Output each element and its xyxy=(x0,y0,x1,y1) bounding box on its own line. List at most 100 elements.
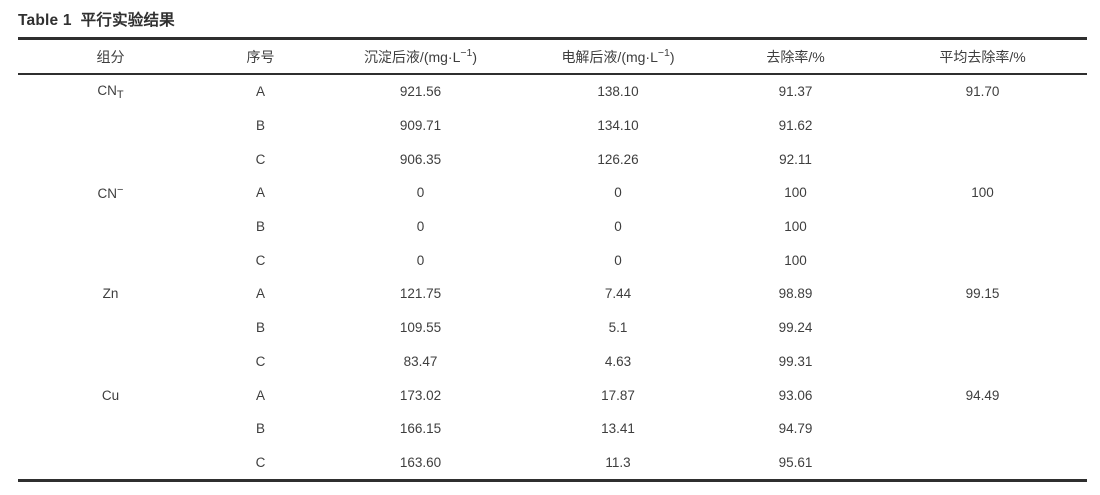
avg-removal-rate-cell xyxy=(878,210,1087,244)
avg-removal-rate-cell xyxy=(878,345,1087,379)
removal-rate-cell: 91.62 xyxy=(778,118,813,134)
serial-cell: A xyxy=(255,286,265,302)
col-header-precipitation: 沉淀后液/(mg·L−1) xyxy=(318,39,523,75)
serial-cell: B xyxy=(255,421,265,437)
component-cell xyxy=(18,345,203,379)
removal-rate-cell: 95.61 xyxy=(778,454,813,470)
avg-removal-rate-cell xyxy=(878,142,1087,176)
avg-removal-rate-cell: 94.49 xyxy=(965,387,1000,403)
avg-removal-rate-cell: 100 xyxy=(971,185,994,201)
precipitation-value-cell: 173.02 xyxy=(399,387,442,403)
component-cell xyxy=(18,446,203,481)
header-row: 组分 序号 沉淀后液/(mg·L−1) 电解后液/(mg·L−1) 去除率/% … xyxy=(18,39,1087,75)
component-symbol: CN xyxy=(97,82,117,98)
removal-rate-cell: 100 xyxy=(784,219,807,235)
electrolysis-value-cell: 13.41 xyxy=(601,421,635,437)
serial-cell: C xyxy=(255,353,266,369)
component-cell xyxy=(18,243,203,277)
serial-cell: A xyxy=(255,185,265,201)
table-row: C 906.35 126.26 92.11 xyxy=(18,142,1087,176)
table-row: C 83.47 4.63 99.31 xyxy=(18,345,1087,379)
component-cell: Cu xyxy=(18,378,203,412)
table-row: CN− A 0 0 100 100 xyxy=(18,176,1087,210)
electrolysis-value-cell: 17.87 xyxy=(601,387,635,403)
avg-removal-rate-cell: 91.70 xyxy=(965,84,1000,100)
results-table: 组分 序号 沉淀后液/(mg·L−1) 电解后液/(mg·L−1) 去除率/% … xyxy=(18,37,1087,483)
precipitation-value-cell: 163.60 xyxy=(399,454,442,470)
component-symbol: CN xyxy=(97,186,118,202)
electrolysis-value-cell: 0 xyxy=(614,219,622,235)
col-header-precipitation-close: ) xyxy=(472,48,478,65)
serial-cell: B xyxy=(255,118,265,134)
electrolysis-value-cell: 126.26 xyxy=(597,151,639,167)
electrolysis-value-cell: 4.63 xyxy=(604,353,632,369)
component-cell xyxy=(18,109,203,143)
precipitation-value-cell: 906.35 xyxy=(399,151,442,167)
precipitation-value-cell: 121.75 xyxy=(399,286,442,302)
table-title-number: Table 1 xyxy=(18,12,72,29)
table-row: CNT A 921.56 138.10 91.37 91.70 xyxy=(18,74,1087,109)
component-cell: Zn xyxy=(18,277,203,311)
precipitation-value-cell: 909.71 xyxy=(399,118,442,134)
component-cell: CNT xyxy=(18,74,203,109)
removal-rate-cell: 99.24 xyxy=(778,320,813,336)
precipitation-value-cell: 166.15 xyxy=(399,421,442,437)
table-row: B 166.15 13.41 94.79 xyxy=(18,412,1087,446)
serial-cell: C xyxy=(255,454,266,470)
serial-cell: A xyxy=(255,387,265,403)
component-subscript: T xyxy=(116,88,124,101)
table-title: Table 1 平行实验结果 xyxy=(18,8,175,30)
col-header-avg-removal-rate: 平均去除率/% xyxy=(939,48,1026,65)
electrolysis-value-cell: 7.44 xyxy=(604,286,632,302)
table-row: C 163.60 11.3 95.61 xyxy=(18,446,1087,481)
serial-cell: C xyxy=(255,151,266,167)
avg-removal-rate-cell xyxy=(878,243,1087,277)
removal-rate-cell: 94.79 xyxy=(778,421,813,437)
component-symbol: Cu xyxy=(101,387,120,403)
precipitation-value-cell: 921.56 xyxy=(399,84,442,100)
component-cell xyxy=(18,142,203,176)
component-cell xyxy=(18,311,203,345)
electrolysis-value-cell: 138.10 xyxy=(597,84,639,100)
serial-cell: C xyxy=(255,252,266,268)
removal-rate-cell: 92.11 xyxy=(779,151,812,167)
component-cell xyxy=(18,210,203,244)
col-header-electrolysis: 电解后液/(mg·L−1) xyxy=(523,39,713,75)
serial-cell: B xyxy=(255,320,265,336)
precipitation-value-cell: 0 xyxy=(416,219,425,235)
removal-rate-cell: 98.89 xyxy=(778,286,813,302)
component-symbol: Zn xyxy=(102,286,119,302)
superscript-minus-one: −1 xyxy=(460,46,473,59)
removal-rate-cell: 91.37 xyxy=(778,84,813,100)
serial-cell: A xyxy=(255,84,265,100)
table-row: C 0 0 100 xyxy=(18,243,1087,277)
removal-rate-cell: 99.31 xyxy=(778,353,813,369)
col-header-precipitation-text: 沉淀后液/(mg·L xyxy=(363,48,461,65)
superscript-minus-one: −1 xyxy=(657,46,670,59)
table-row: Zn A 121.75 7.44 98.89 99.15 xyxy=(18,277,1087,311)
component-superscript: − xyxy=(117,184,124,197)
col-header-electrolysis-text: 电解后液/(mg·L xyxy=(561,48,658,65)
table-row: B 0 0 100 xyxy=(18,210,1087,244)
precipitation-value-cell: 0 xyxy=(416,185,425,201)
electrolysis-value-cell: 5.1 xyxy=(608,320,628,336)
avg-removal-rate-cell xyxy=(878,109,1087,143)
precipitation-value-cell: 0 xyxy=(416,252,425,268)
precipitation-value-cell: 83.47 xyxy=(403,353,438,369)
col-header-removal-rate: 去除率/% xyxy=(766,48,825,65)
table-row: B 909.71 134.10 91.62 xyxy=(18,109,1087,143)
electrolysis-value-cell: 134.10 xyxy=(597,118,639,134)
avg-removal-rate-cell xyxy=(878,446,1087,481)
precipitation-value-cell: 109.55 xyxy=(399,320,442,336)
table-body: CNT A 921.56 138.10 91.37 91.70 B 909.71 134.10 9… xyxy=(18,74,1087,481)
avg-removal-rate-cell: 99.15 xyxy=(965,286,1000,302)
component-cell: CN− xyxy=(18,176,203,210)
avg-removal-rate-cell xyxy=(878,311,1087,345)
table-title-caption: 平行实验结果 xyxy=(80,12,175,29)
serial-cell: B xyxy=(255,219,265,235)
col-header-serial: 序号 xyxy=(246,48,275,65)
electrolysis-value-cell: 11.3 xyxy=(605,454,631,470)
avg-removal-rate-cell xyxy=(878,412,1087,446)
removal-rate-cell: 93.06 xyxy=(778,387,813,403)
